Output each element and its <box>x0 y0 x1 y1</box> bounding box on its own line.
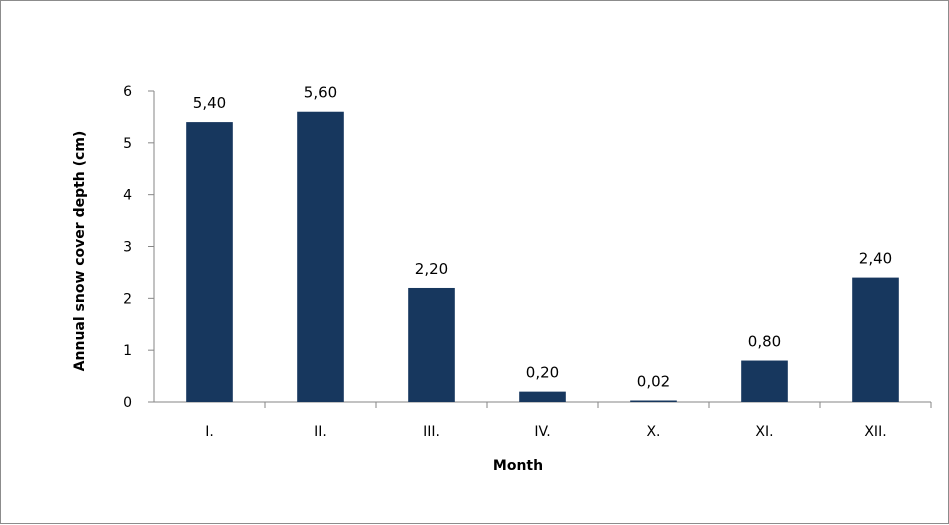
y-tick-label: 3 <box>123 240 132 256</box>
y-tick-label: 4 <box>123 188 132 204</box>
x-tick-label: IV. <box>534 424 550 440</box>
data-label: 2,20 <box>415 260 448 278</box>
bar <box>852 277 899 402</box>
data-label: 0,20 <box>526 364 559 382</box>
data-label: 5,60 <box>304 84 337 102</box>
bar <box>186 122 233 402</box>
bar <box>519 391 566 402</box>
y-tick-label: 2 <box>123 291 132 307</box>
x-tick-label: III. <box>423 424 440 440</box>
bar <box>630 400 677 402</box>
data-labels-group: 5,40 5,60 2,20 0,20 0,02 0,80 2,40 <box>193 84 892 391</box>
bar <box>408 287 455 402</box>
x-tick-label: XII. <box>864 424 886 440</box>
y-axis-title: Annual snow cover depth (cm) <box>72 131 88 372</box>
x-axis-title: Month <box>493 458 543 474</box>
bars-group <box>186 111 899 402</box>
x-tick-label: II. <box>314 424 327 440</box>
x-tick-label: XI. <box>755 424 773 440</box>
y-axis-ticks: 0 1 2 3 4 5 6 <box>123 84 154 411</box>
y-tick-label: 5 <box>123 136 132 152</box>
data-label: 2,40 <box>859 250 892 268</box>
data-label: 5,40 <box>193 94 226 112</box>
y-tick-label: 6 <box>123 84 132 100</box>
y-tick-label: 0 <box>123 395 132 411</box>
bar <box>741 360 788 402</box>
bar <box>297 111 344 402</box>
data-label: 0,80 <box>748 333 781 351</box>
y-tick-label: 1 <box>123 343 132 359</box>
data-label: 0,02 <box>637 373 670 391</box>
x-tick-label: X. <box>646 424 660 440</box>
x-tick-label: I. <box>205 424 214 440</box>
x-axis-ticks: I. II. III. IV. X. XI. XII. <box>205 402 932 440</box>
